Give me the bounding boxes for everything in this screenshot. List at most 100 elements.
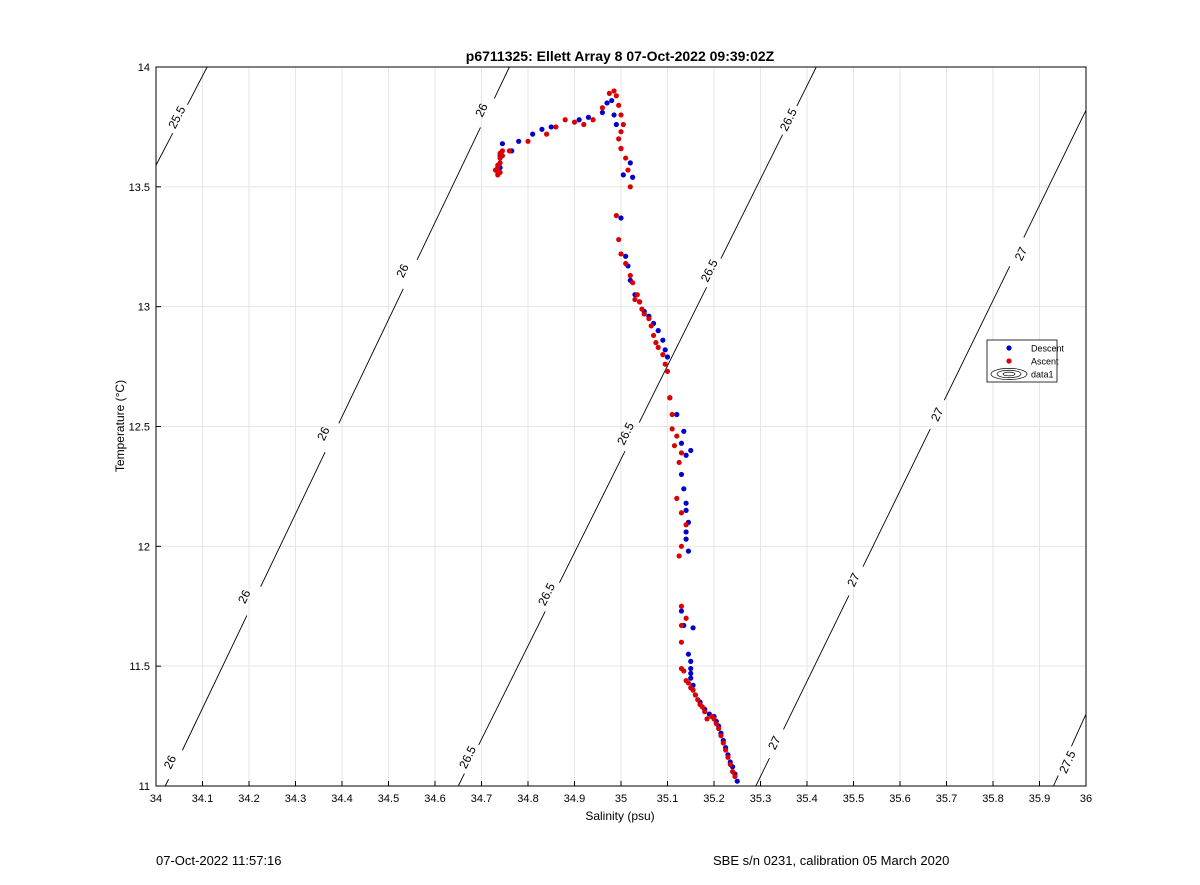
legend-box	[986, 339, 1058, 383]
descent-point	[685, 548, 692, 554]
ascent-point	[676, 553, 682, 559]
contour-label: 26	[472, 101, 491, 119]
y-tick-label: 11.5	[129, 661, 150, 673]
legend-label: Ascent	[1031, 357, 1059, 367]
contour-label: 25.5	[165, 103, 188, 130]
descent-point	[618, 215, 624, 221]
contour-label: 27	[1012, 245, 1031, 263]
x-tick-label: 34.5	[378, 793, 399, 805]
descent-point	[585, 114, 592, 120]
contour-line-segment	[755, 758, 770, 787]
contour-label: 27	[928, 405, 947, 423]
x-axis-label: Salinity (psu)	[585, 809, 654, 823]
contour-line-segment	[260, 452, 326, 587]
y-axis-label: Temperature (°C)	[113, 380, 127, 472]
contour-label: 26	[235, 587, 254, 605]
x-tick-label: 34.7	[471, 793, 492, 805]
contour-line-segment	[338, 288, 404, 424]
ascent-point	[620, 121, 626, 128]
x-tick-label: 34.8	[517, 793, 538, 805]
descent-point	[683, 452, 689, 458]
ascent-point	[662, 361, 668, 367]
ascent-point	[697, 701, 703, 708]
x-tick-label: 34	[150, 793, 162, 805]
contour-line-segment	[493, 66, 510, 99]
descent-point	[664, 354, 671, 360]
descent-point	[530, 131, 536, 137]
ascent-point	[709, 713, 715, 720]
ascent-point	[660, 352, 666, 358]
contour-line-segment	[720, 134, 783, 259]
contour-line-segment	[187, 66, 208, 105]
print-timestamp: 07-Oct-2022 11:57:16	[156, 853, 282, 868]
y-tick-label: 12.5	[129, 422, 150, 434]
ascent-point	[671, 443, 678, 449]
ascent-point	[664, 368, 671, 374]
x-tick-label: 35.3	[750, 793, 771, 805]
ascent-point	[713, 721, 719, 727]
ascent-point	[683, 677, 689, 684]
x-tick-label: 35.1	[657, 793, 678, 805]
ascent-point	[581, 121, 587, 128]
descent-point	[688, 665, 694, 672]
ascent-point	[704, 716, 710, 722]
descent-point	[609, 97, 615, 104]
legend-label: data1	[1031, 370, 1054, 380]
descent-point	[576, 117, 582, 123]
legend: Descent Ascent data1	[986, 339, 1065, 383]
contour-line-segment	[457, 773, 465, 787]
descent-point	[683, 536, 689, 542]
ascent-point	[692, 692, 699, 698]
legend-label: Descent	[1031, 344, 1065, 354]
descent-point	[539, 126, 545, 132]
x-tick-label: 34.6	[424, 793, 445, 805]
descent-point	[690, 625, 696, 631]
x-tick-label: 35.9	[1029, 793, 1050, 805]
descent-point	[734, 778, 740, 784]
descent-point	[620, 172, 626, 178]
descent-point	[662, 347, 668, 353]
ascent-point	[695, 697, 701, 703]
ascent-point	[495, 169, 501, 176]
descent-point	[685, 651, 692, 657]
ascent-point	[562, 117, 568, 123]
ascent-point	[683, 522, 689, 528]
contour-label: 26.5	[777, 106, 800, 133]
x-tick-label: 35.5	[843, 793, 864, 805]
ascent-point	[497, 150, 503, 156]
ascent-point	[616, 236, 622, 243]
legend-ascent-marker	[1006, 358, 1012, 364]
descent-point	[660, 337, 666, 343]
ascent-point	[618, 112, 624, 118]
legend-contour-marker	[990, 368, 1028, 380]
contour-label: 26.5	[614, 420, 637, 447]
x-tick-label: 34.1	[192, 793, 213, 805]
contour-label: 27	[765, 733, 784, 751]
contour-label: 26	[393, 261, 412, 279]
ascent-point	[678, 603, 685, 609]
legend-contour-marker	[996, 369, 1022, 379]
x-tick-label: 35.7	[936, 793, 957, 805]
descent-point	[611, 112, 617, 118]
ascent-point	[630, 280, 636, 286]
contour-label: 26	[314, 424, 333, 442]
ascent-point	[667, 395, 673, 401]
ascent-point	[646, 316, 652, 322]
descent-point	[688, 675, 694, 681]
ascent-point	[650, 332, 657, 339]
ascent-point	[730, 769, 736, 775]
ascent-point	[623, 155, 629, 161]
descent-point	[674, 411, 680, 418]
descent-point	[681, 486, 687, 492]
contour-line-segment	[478, 611, 546, 746]
ascent-point	[725, 754, 731, 760]
x-tick-label: 36	[1080, 793, 1092, 805]
descent-point	[683, 507, 689, 513]
ascent-point	[720, 740, 726, 746]
ascent-point	[716, 725, 722, 732]
axis-ticks: 34 34.1 34.2 34.3 34.4 34.5 34.6 34.7 34.8 34.9 35…	[129, 62, 1093, 805]
ascent-point	[553, 124, 559, 130]
contour-line-segment	[783, 595, 850, 730]
contour-line-segment	[559, 451, 626, 583]
y-tick-label: 13	[138, 302, 150, 314]
